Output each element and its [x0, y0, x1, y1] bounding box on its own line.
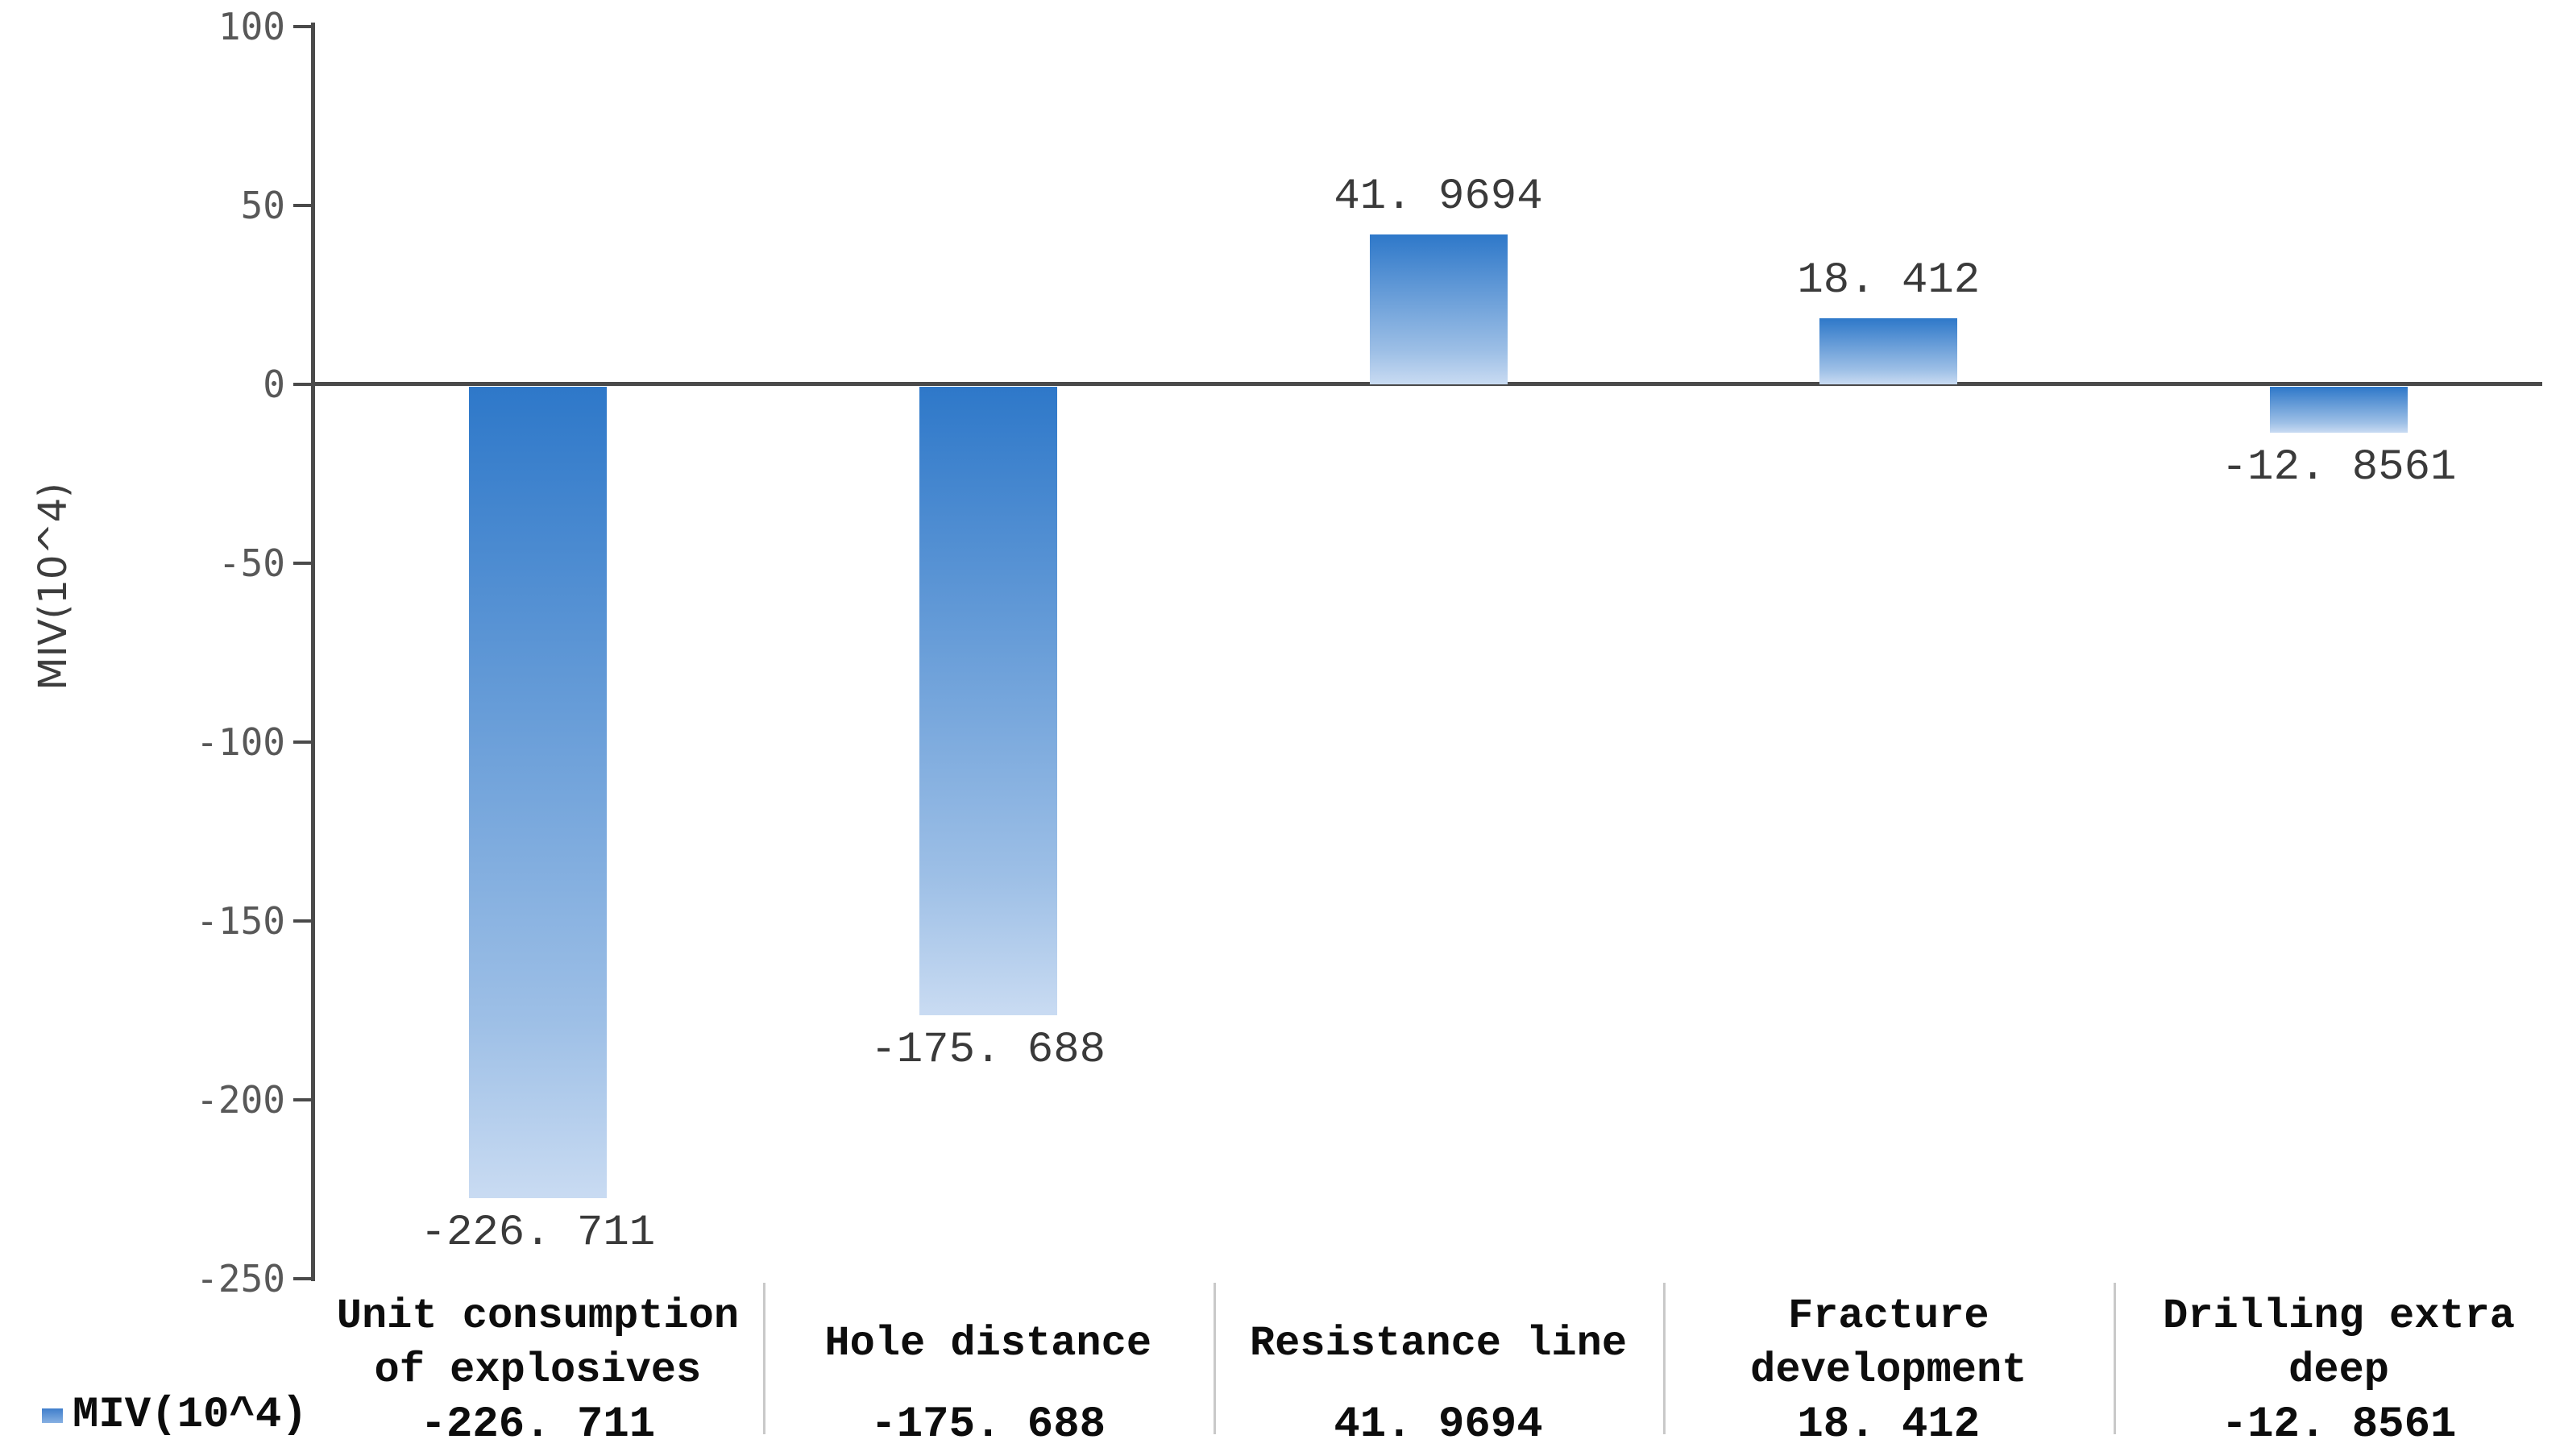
- bar: [2270, 387, 2408, 433]
- category-value: -175. 688: [870, 1400, 1106, 1450]
- category-name: Hole distance: [824, 1319, 1152, 1367]
- y-tick-mark: [293, 1277, 311, 1280]
- legend: MIV(10^4): [42, 1391, 308, 1440]
- category-name: Fracture development: [1750, 1292, 2027, 1394]
- y-tick-label: -150: [196, 899, 285, 943]
- y-tick-label: -50: [218, 541, 285, 585]
- y-axis-title: MIV(10^4): [31, 483, 76, 691]
- category-cell: Drilling extra deep -12. 8561: [2114, 1288, 2564, 1450]
- category-value: -226. 711: [420, 1400, 656, 1450]
- category-cell: Unit consumption of explosives -226. 711: [313, 1288, 763, 1450]
- y-axis-line: [311, 23, 315, 1281]
- y-tick-mark: [293, 1098, 311, 1101]
- bar-value-label: 41. 9694: [1334, 172, 1543, 222]
- category-name: Drilling extra deep: [2163, 1292, 2516, 1394]
- y-tick-mark: [293, 919, 311, 923]
- category-value: 18. 412: [1797, 1400, 1981, 1450]
- bar: [468, 387, 607, 1198]
- bar-value-label: -12. 8561: [2221, 443, 2457, 493]
- y-tick-mark: [293, 562, 311, 565]
- category-divider: [1213, 1283, 1216, 1434]
- y-tick-mark: [293, 383, 311, 386]
- category-divider: [1663, 1283, 1666, 1434]
- category-cell: Fracture development 18. 412: [1663, 1288, 2114, 1450]
- category-divider: [2114, 1283, 2117, 1434]
- category-divider: [762, 1283, 765, 1434]
- category-cell: Resistance line 41. 9694: [1214, 1288, 1664, 1450]
- category-cell: Hole distance -175. 688: [763, 1288, 1214, 1450]
- bar: [1369, 234, 1508, 384]
- y-tick-label: -200: [196, 1078, 285, 1122]
- y-tick-label: -100: [196, 720, 285, 764]
- bar: [919, 387, 1057, 1016]
- y-tick-mark: [293, 25, 311, 28]
- y-tick-mark: [293, 204, 311, 207]
- bar-value-label: 18. 412: [1797, 256, 1981, 306]
- category-value: 41. 9694: [1334, 1400, 1543, 1450]
- legend-series-label: MIV(10^4): [73, 1391, 308, 1440]
- y-tick-label: -250: [196, 1257, 285, 1300]
- category-value: -12. 8561: [2221, 1400, 2457, 1450]
- bar-value-label: -175. 688: [870, 1026, 1106, 1076]
- category-name: Unit consumption of explosives: [336, 1292, 740, 1394]
- bar-value-label: -226. 711: [420, 1208, 656, 1258]
- bar: [1819, 318, 1958, 384]
- legend-marker-icon: [42, 1408, 63, 1423]
- y-tick-label: 100: [218, 5, 285, 48]
- y-tick-label: 0: [263, 363, 285, 406]
- category-name: Resistance line: [1249, 1319, 1628, 1367]
- y-tick-label: 50: [240, 184, 285, 227]
- y-tick-mark: [293, 740, 311, 744]
